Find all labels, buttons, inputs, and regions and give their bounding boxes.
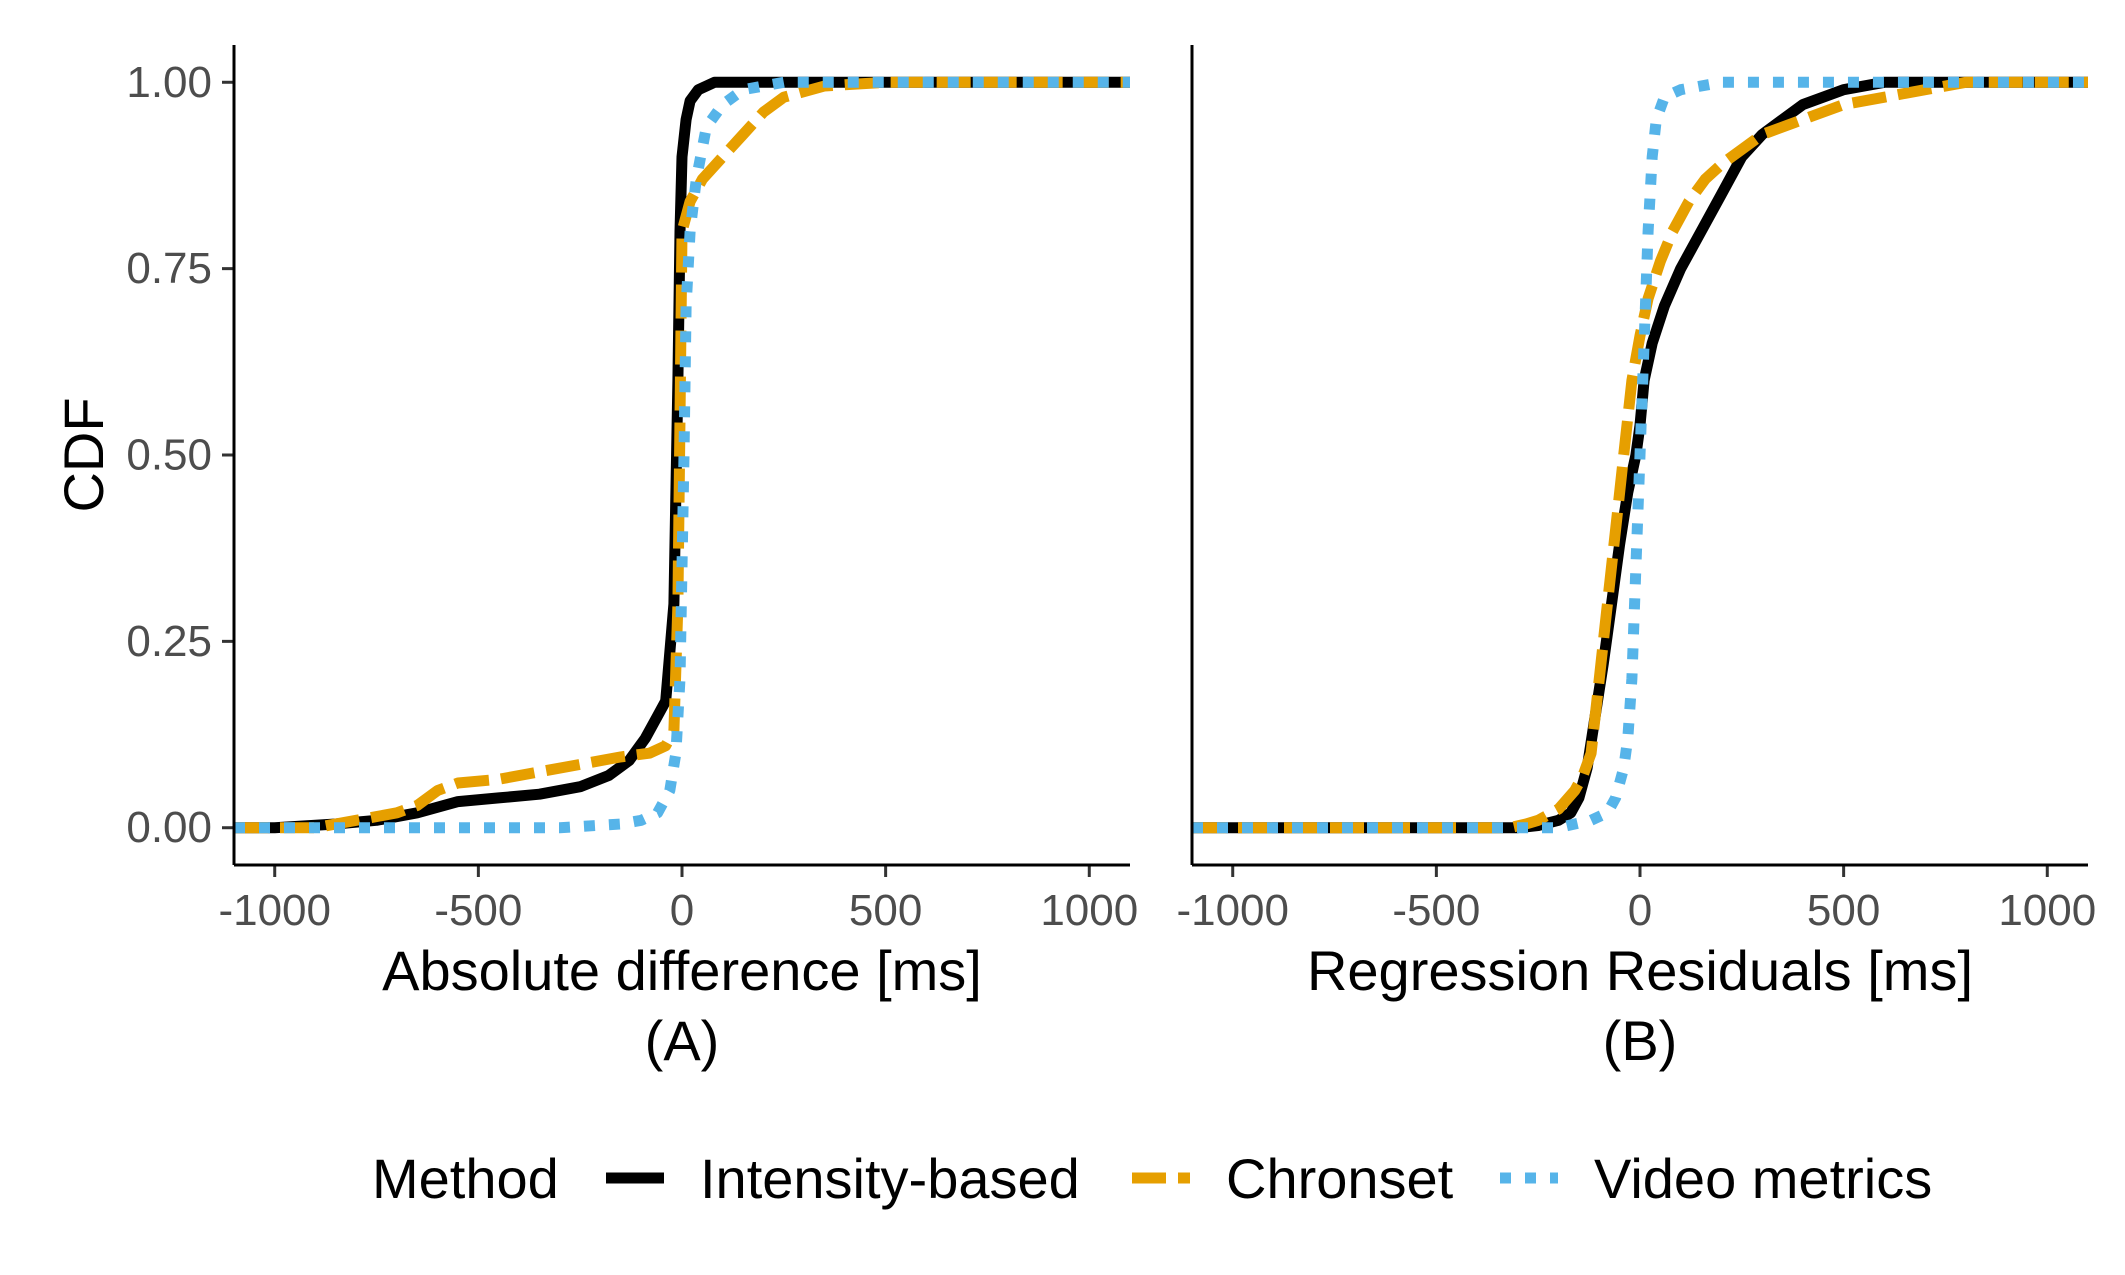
panel-a-y-tick-label: 0.25	[126, 617, 212, 666]
panel-b-series-video-metrics	[1192, 76, 2088, 834]
panel-a-y-tick-label: 1.00	[126, 58, 212, 107]
panel-a-series-video-metrics	[234, 76, 1130, 834]
panel-a-series-intensity-based	[234, 76, 1130, 834]
panel-a-x-tick-label: 1000	[1040, 886, 1138, 935]
panel-a-y-tick-label: 0.00	[126, 803, 212, 852]
panel-a-ticks: -1000 -500 0 500 1000 0.00 0.25 0.50 0.75 1.00	[126, 58, 1138, 935]
legend-label-intensity-based: Intensity-based	[700, 1147, 1080, 1210]
panel-b-x-tick-label: 1000	[1998, 886, 2096, 935]
panel-a-x-tick-label: 500	[849, 886, 922, 935]
panel-a-subtitle: (A)	[645, 1009, 720, 1072]
panel-b-subtitle: (B)	[1603, 1009, 1678, 1072]
panel-a-series	[234, 76, 1130, 834]
panel-b-series	[1192, 76, 2088, 834]
panel-a-y-tick-label: 0.50	[126, 431, 212, 480]
legend-title: Method	[372, 1147, 559, 1210]
legend-label-chronset: Chronset	[1226, 1147, 1454, 1210]
panel-b-x-axis-title: Regression Residuals [ms]	[1307, 939, 1973, 1002]
panel-b-x-tick-label: 500	[1807, 886, 1880, 935]
panel-a-y-tick-label: 0.75	[126, 244, 212, 293]
panel-a: -1000 -500 0 500 1000 0.00 0.25 0.50 0.75 1.00 Ab…	[126, 45, 1138, 1072]
panel-a-x-tick-label: -1000	[218, 886, 331, 935]
panel-a-x-axis-title: Absolute difference [ms]	[382, 939, 982, 1002]
panel-b-series-chronset	[1192, 76, 2088, 834]
panel-b-x-tick-label: -1000	[1176, 886, 1289, 935]
panel-b: -1000 -500 0 500 1000 Regression Residuals […	[1176, 45, 2096, 1072]
legend-label-video-metrics: Video metrics	[1594, 1147, 1932, 1210]
panel-a-x-tick-label: 0	[670, 886, 694, 935]
panel-a-series-chronset	[234, 76, 1130, 834]
panel-b-x-tick-label: -500	[1392, 886, 1480, 935]
panel-a-x-tick-label: -500	[434, 886, 522, 935]
panel-b-ticks: -1000 -500 0 500 1000	[1176, 865, 2096, 935]
legend: Method Intensity-based Chronset Video me…	[372, 1147, 1932, 1210]
y-axis-title: CDF	[52, 397, 115, 512]
panel-b-x-tick-label: 0	[1628, 886, 1652, 935]
